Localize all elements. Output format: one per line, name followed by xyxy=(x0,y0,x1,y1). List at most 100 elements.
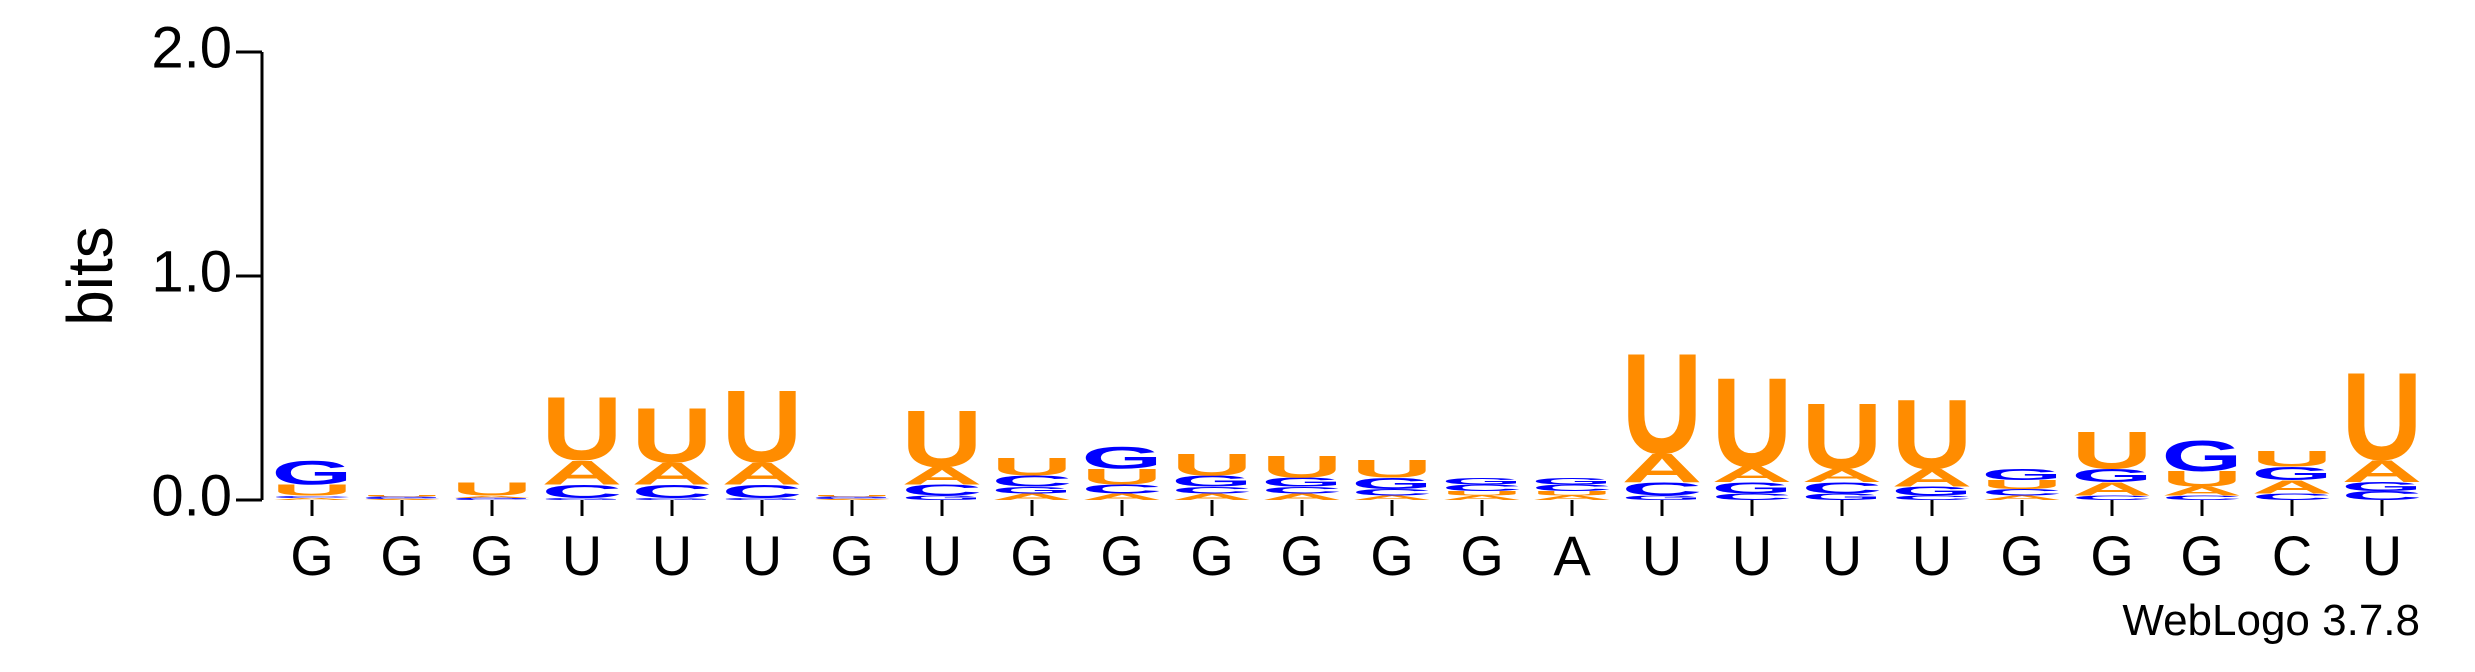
logo-letter: A xyxy=(1532,494,1613,501)
x-tick-label: G xyxy=(290,524,334,587)
logo-letter: G xyxy=(1082,440,1163,475)
logo-letter: C xyxy=(2162,494,2243,501)
logo-letter: U xyxy=(722,370,803,484)
logo-letter: A xyxy=(1802,465,1883,486)
logo-letter: G xyxy=(452,497,533,499)
logo-letter: C xyxy=(1352,487,1433,497)
logo-letter: G xyxy=(1172,473,1253,490)
logo-letter: C xyxy=(272,495,353,498)
logo-letter: C xyxy=(902,482,983,499)
logo-letter: A xyxy=(992,492,1073,502)
x-tick-label: G xyxy=(470,524,514,587)
logo-letter: U xyxy=(812,495,893,497)
x-tick-label: C xyxy=(2272,524,2312,587)
logo-letter: U xyxy=(272,482,353,499)
logo-letter: U xyxy=(902,394,983,484)
logo-letter: U xyxy=(1622,324,1703,484)
logo-letter: U xyxy=(992,453,1073,481)
x-tick-label: G xyxy=(2000,524,2044,587)
logo-letter: A xyxy=(1712,463,1793,487)
logo-letter: A xyxy=(362,499,443,501)
logo-letter: U xyxy=(1532,490,1613,497)
logo-letter: G xyxy=(1712,479,1793,496)
logo-letter: A xyxy=(452,495,533,498)
logo-letter: A xyxy=(812,499,893,501)
logo-letter: A xyxy=(2342,454,2423,489)
logo-letter: A xyxy=(1892,464,1973,492)
logo-letter: C xyxy=(1712,492,1793,502)
logo-letter: A xyxy=(722,456,803,491)
x-tick-label: G xyxy=(1280,524,1324,587)
logo-letter: U xyxy=(2252,447,2333,471)
x-tick-label: G xyxy=(1370,524,1414,587)
logo-letter: C xyxy=(1622,479,1703,500)
logo-letter: A xyxy=(2072,479,2153,500)
x-tick-label: U xyxy=(562,524,602,587)
logo-letter: G xyxy=(1982,466,2063,483)
logo-letter: C xyxy=(2252,492,2333,502)
footer: WebLogo 3.7.8 xyxy=(2122,596,2420,645)
logo-letter: C xyxy=(452,499,533,501)
logo-letter: C xyxy=(2072,494,2153,501)
logo-letter: C xyxy=(632,481,713,502)
logo-letter: G xyxy=(1352,475,1433,492)
logo-letter: G xyxy=(362,496,443,498)
x-tick-label: G xyxy=(1460,524,1504,587)
logo-letter: A xyxy=(1442,494,1523,501)
logo-letter: G xyxy=(1532,476,1613,486)
logo-letter: G xyxy=(902,494,983,501)
y-tick-label: 2.0 xyxy=(151,15,232,80)
logo-letter: U xyxy=(632,392,713,479)
logo-letter: C xyxy=(992,473,1073,490)
logo-letter: C xyxy=(542,481,623,502)
logo-letter: C xyxy=(1802,479,1883,496)
x-tick-label: U xyxy=(1822,524,1862,587)
logo-letter: G xyxy=(1442,476,1523,486)
x-tick-label: U xyxy=(2362,524,2402,587)
logo-letter: G xyxy=(1622,494,1703,501)
logo-letter: G xyxy=(722,497,803,500)
x-tick-label: G xyxy=(2090,524,2134,587)
logo-letter: U xyxy=(452,479,533,500)
x-tick-label: U xyxy=(922,524,962,587)
x-tick-label: U xyxy=(742,524,782,587)
x-tick-label: U xyxy=(652,524,692,587)
logo-letter: A xyxy=(1172,492,1253,502)
logo-letter: U xyxy=(1262,449,1343,484)
x-tick-label: G xyxy=(1010,524,1054,587)
logo-letter: U xyxy=(1802,385,1883,489)
logo-letter: G xyxy=(632,497,713,500)
logo-letter: G xyxy=(2252,463,2333,484)
logo-letter: C xyxy=(1892,494,1973,501)
x-tick-label: G xyxy=(1190,524,1234,587)
logo-letter: U xyxy=(1892,380,1973,491)
x-tick-label: U xyxy=(1732,524,1772,587)
x-tick-label: U xyxy=(1642,524,1682,587)
x-tick-label: G xyxy=(2180,524,2224,587)
logo-letter: C xyxy=(1532,483,1613,493)
logo-letter: A xyxy=(272,497,353,500)
logo-letter: U xyxy=(542,379,623,479)
y-tick-label: 0.0 xyxy=(151,463,232,528)
logo-letter: U xyxy=(2342,347,2423,486)
logo-letter: C xyxy=(2342,489,2423,503)
logo-letter: C xyxy=(722,481,803,502)
logo-letter: G xyxy=(2342,480,2423,494)
logo-letter: G xyxy=(1892,484,1973,498)
logo-letter: A xyxy=(1622,446,1703,491)
logo-letter: A xyxy=(902,462,983,490)
logo-letter: C xyxy=(1442,483,1523,493)
logo-letter: C xyxy=(1262,485,1343,495)
logo-letter: C xyxy=(1082,482,1163,496)
logo-letter: A xyxy=(1352,494,1433,501)
logo-letter: G xyxy=(2162,432,2243,481)
logo-letter: U xyxy=(1712,352,1793,494)
y-tick-label: 1.0 xyxy=(151,239,232,304)
logo-letter: U xyxy=(1172,447,1253,482)
logo-letter: C xyxy=(1982,487,2063,497)
y-axis-label: bits xyxy=(54,226,126,326)
logo-letter: U xyxy=(1982,478,2063,492)
logo-letter: G xyxy=(272,453,353,491)
